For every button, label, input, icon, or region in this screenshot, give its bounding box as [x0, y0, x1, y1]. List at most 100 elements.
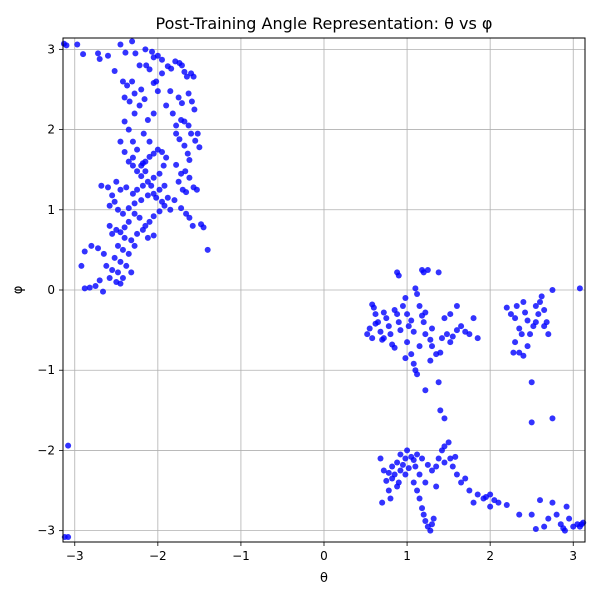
data-point: [405, 323, 412, 330]
data-point: [399, 461, 406, 468]
data-point: [370, 304, 377, 311]
data-point: [185, 122, 192, 129]
data-point: [128, 237, 135, 244]
data-point: [380, 335, 387, 342]
data-point: [433, 463, 440, 470]
data-point: [190, 73, 197, 80]
data-point: [113, 226, 120, 233]
data-point: [369, 335, 376, 342]
data-point: [125, 126, 132, 133]
data-point: [129, 78, 136, 85]
data-point: [470, 315, 477, 322]
data-point: [532, 319, 539, 326]
data-point: [139, 160, 146, 167]
data-point: [134, 168, 141, 175]
data-point: [385, 323, 392, 330]
data-point: [181, 68, 188, 75]
data-point: [119, 210, 126, 217]
data-point: [404, 311, 411, 318]
data-point: [183, 210, 190, 217]
data-point: [395, 272, 402, 279]
y-axis-ticks: −3 −2 −1 0 1 2 3: [37, 42, 63, 538]
chart-title: Post-Training Angle Representation: θ vs…: [156, 14, 493, 33]
data-point: [503, 304, 510, 311]
data-point: [422, 331, 429, 338]
data-point: [545, 331, 552, 338]
data-point: [416, 303, 423, 310]
data-point: [144, 234, 151, 241]
data-point: [487, 491, 494, 498]
data-point: [402, 355, 409, 362]
data-point: [420, 511, 427, 518]
data-point: [141, 96, 148, 103]
data-point: [109, 192, 116, 199]
data-point: [383, 315, 390, 322]
data-point: [186, 174, 193, 181]
data-point: [380, 309, 387, 316]
data-point: [113, 178, 120, 185]
data-point: [119, 246, 126, 253]
data-point: [441, 315, 448, 322]
data-point: [117, 186, 124, 193]
data-point: [385, 487, 392, 494]
data-point: [156, 170, 163, 177]
data-point: [81, 285, 88, 292]
data-point: [186, 157, 193, 164]
data-point: [95, 245, 102, 252]
data-point: [528, 379, 535, 386]
data-point: [150, 110, 157, 117]
data-point: [144, 192, 151, 199]
data-point: [516, 325, 523, 332]
data-point: [125, 205, 132, 212]
data-point: [131, 210, 138, 217]
data-point: [414, 291, 421, 298]
x-tick-label: 3: [569, 549, 577, 563]
data-point: [123, 262, 130, 269]
data-point: [528, 419, 535, 426]
data-point: [138, 173, 145, 180]
data-point: [138, 86, 145, 93]
data-point: [512, 339, 519, 346]
data-point: [522, 309, 529, 316]
data-point: [414, 487, 421, 494]
data-point: [183, 73, 190, 80]
data-point: [466, 487, 473, 494]
data-point: [462, 475, 469, 482]
data-point: [435, 455, 442, 462]
data-point: [136, 62, 143, 69]
data-point: [429, 325, 436, 332]
data-point: [394, 459, 401, 466]
data-point: [136, 214, 143, 221]
y-tick-label: −1: [37, 363, 55, 377]
data-point: [121, 224, 128, 231]
data-point: [111, 198, 118, 205]
data-point: [117, 41, 124, 48]
data-point: [168, 65, 175, 72]
data-point: [387, 495, 394, 502]
data-point: [200, 224, 207, 231]
data-point: [158, 70, 165, 77]
x-tick-label: 1: [403, 549, 411, 563]
data-point: [416, 495, 423, 502]
data-point: [171, 197, 178, 204]
data-point: [175, 94, 182, 101]
data-point: [150, 213, 157, 220]
data-point: [445, 439, 452, 446]
data-point: [443, 331, 450, 338]
data-point: [495, 499, 502, 506]
data-point: [408, 317, 415, 324]
data-point: [512, 315, 519, 322]
data-point: [470, 499, 477, 506]
data-point: [144, 116, 151, 123]
data-point: [397, 451, 404, 458]
data-point: [389, 463, 396, 470]
data-point: [549, 499, 556, 506]
data-point: [404, 447, 411, 454]
data-point: [136, 102, 143, 109]
data-point: [419, 455, 426, 462]
data-point: [435, 379, 442, 386]
data-point: [549, 415, 556, 422]
data-point: [427, 357, 434, 364]
